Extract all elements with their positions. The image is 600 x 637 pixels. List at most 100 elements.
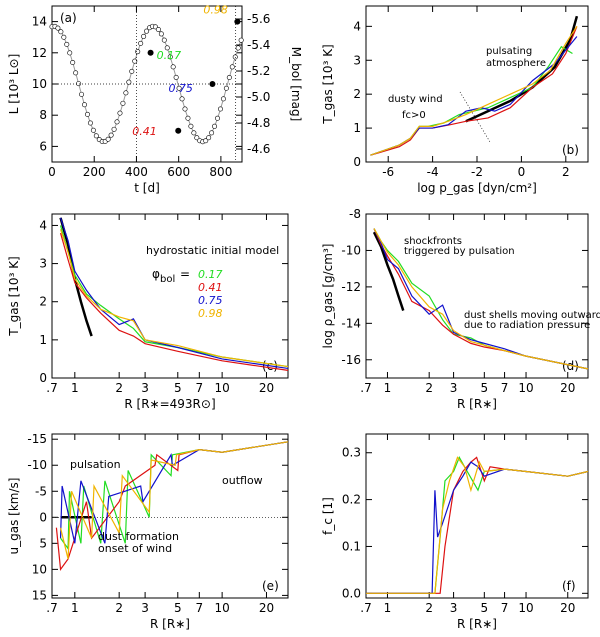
- x-tick-label: 2: [115, 381, 123, 395]
- x-tick-label: 20: [560, 381, 575, 395]
- light-curve-point: [182, 106, 188, 112]
- x-tick-label: 0: [48, 165, 56, 179]
- light-curve-point: [179, 96, 185, 102]
- x-tick-label: 10: [518, 381, 533, 395]
- y-tick-label: 0.2: [342, 493, 361, 507]
- y2-tick-label: -4.6: [247, 142, 270, 156]
- x-tick-label: 400: [125, 165, 148, 179]
- y-tick-label: 6: [39, 139, 47, 153]
- x-tick-label: -4: [427, 165, 439, 179]
- light-curve-point: [144, 28, 150, 34]
- y-tick-label: -8: [349, 207, 361, 221]
- light-curve-point: [58, 29, 64, 35]
- light-curve-point: [73, 70, 79, 76]
- series-line-0.98: [59, 229, 289, 368]
- condensation-line: [459, 91, 491, 143]
- series-line-0.41: [370, 26, 578, 156]
- x-tick-label: 2: [425, 601, 433, 615]
- y-tick-label: 0.0: [342, 586, 361, 600]
- y2-tick-label: -5.2: [247, 64, 270, 78]
- highlight-point: [175, 127, 182, 134]
- x-axis-label: R [R∗]: [457, 397, 497, 411]
- plot-frame: [51, 213, 289, 379]
- panel-5: .7 1 2 3 5 7 10 20 0.0 0.1 0.2 0.3 (f) R [R∗] f_c [1]: [321, 433, 589, 631]
- light-curve-point: [105, 136, 111, 142]
- y-tick-label: 5: [39, 536, 47, 550]
- light-curve-point: [229, 64, 235, 70]
- light-curve-point: [82, 102, 88, 108]
- x-tick-label: 5: [481, 601, 489, 615]
- panel-tag: (d): [562, 359, 579, 373]
- annotation: atmosphere: [486, 58, 546, 69]
- light-curve-point: [126, 79, 132, 85]
- x-tick-label: 1: [384, 381, 392, 395]
- x-tick-label: 7: [195, 601, 203, 615]
- x-tick-label: .7: [46, 601, 57, 615]
- light-curve-point: [220, 96, 226, 102]
- x-tick-label: 3: [141, 381, 149, 395]
- y-tick-label: 2: [39, 295, 47, 309]
- panel-tag: (b): [562, 143, 579, 157]
- light-curve-point: [161, 37, 167, 43]
- light-curve-point: [129, 68, 135, 74]
- light-curve-point: [167, 54, 173, 60]
- panel-tag: (f): [562, 579, 576, 593]
- legend-entry-0.17: 0.17: [198, 268, 223, 281]
- series-line-initial: [372, 231, 405, 311]
- light-curve-point: [188, 123, 194, 129]
- light-curve-point: [79, 91, 85, 97]
- series-line-0.41: [59, 232, 289, 371]
- y2-tick-label: -5.0: [247, 90, 270, 104]
- light-curve-point: [223, 85, 229, 91]
- light-curve-point: [141, 33, 147, 39]
- y-tick-label: -10: [27, 458, 47, 472]
- light-curve-point: [164, 45, 170, 51]
- legend-entry-0.41: 0.41: [198, 281, 223, 294]
- y-tick-label: -10: [341, 243, 361, 257]
- x-tick-label: 3: [450, 601, 458, 615]
- light-curve-point: [90, 127, 96, 133]
- phase-label-0.41: 0.41: [132, 125, 157, 138]
- phase-label-0.75: 0.75: [168, 82, 193, 95]
- x-tick-label: 20: [560, 601, 575, 615]
- panel-tag: (e): [262, 579, 279, 593]
- highlight-point: [147, 49, 154, 56]
- light-curve-point: [135, 49, 141, 55]
- y-tick-label: 0.1: [342, 539, 361, 553]
- series-line-0.75: [59, 217, 289, 370]
- y-tick-label: 4: [353, 19, 361, 33]
- y-tick-label: 0: [39, 510, 47, 524]
- annotation: shockfronts: [404, 236, 462, 247]
- x-tick-label: 5: [174, 381, 182, 395]
- light-curve-point: [111, 126, 117, 132]
- x-tick-label: 800: [209, 165, 232, 179]
- light-curve-point: [155, 26, 161, 32]
- y-tick-label: -16: [341, 353, 361, 367]
- x-axis-label: t [d]: [134, 181, 160, 195]
- light-curve-point: [114, 119, 120, 125]
- light-curve-point: [70, 60, 76, 66]
- annotation: due to radiation pressure: [464, 320, 590, 331]
- y-tick-label: 14: [32, 15, 47, 29]
- plot-frame: [365, 433, 589, 599]
- plot-frame: [51, 433, 289, 599]
- x-tick-label: .7: [46, 381, 57, 395]
- x-tick-label: 7: [501, 381, 509, 395]
- light-curve-point: [194, 135, 200, 141]
- light-curve-point: [61, 34, 67, 40]
- x-tick-label: 1: [384, 601, 392, 615]
- phase-label-0.17: 0.17: [157, 49, 182, 62]
- x-axis-label: log p_gas [dyn/cm²]: [417, 181, 537, 195]
- light-curve-point: [238, 37, 244, 43]
- y-axis-label: u_gas [km/s]: [7, 478, 21, 555]
- x-tick-label: 2: [425, 381, 433, 395]
- x-tick-label: 3: [141, 601, 149, 615]
- y-tick-label: 8: [39, 108, 47, 122]
- annotation: dust shells moving outwards: [464, 310, 600, 321]
- light-curve-point: [203, 138, 209, 144]
- x-tick-label: -6: [382, 165, 394, 179]
- x-tick-label: 5: [481, 381, 489, 395]
- x-tick-label: 20: [259, 381, 274, 395]
- y-tick-label: 0.3: [342, 446, 361, 460]
